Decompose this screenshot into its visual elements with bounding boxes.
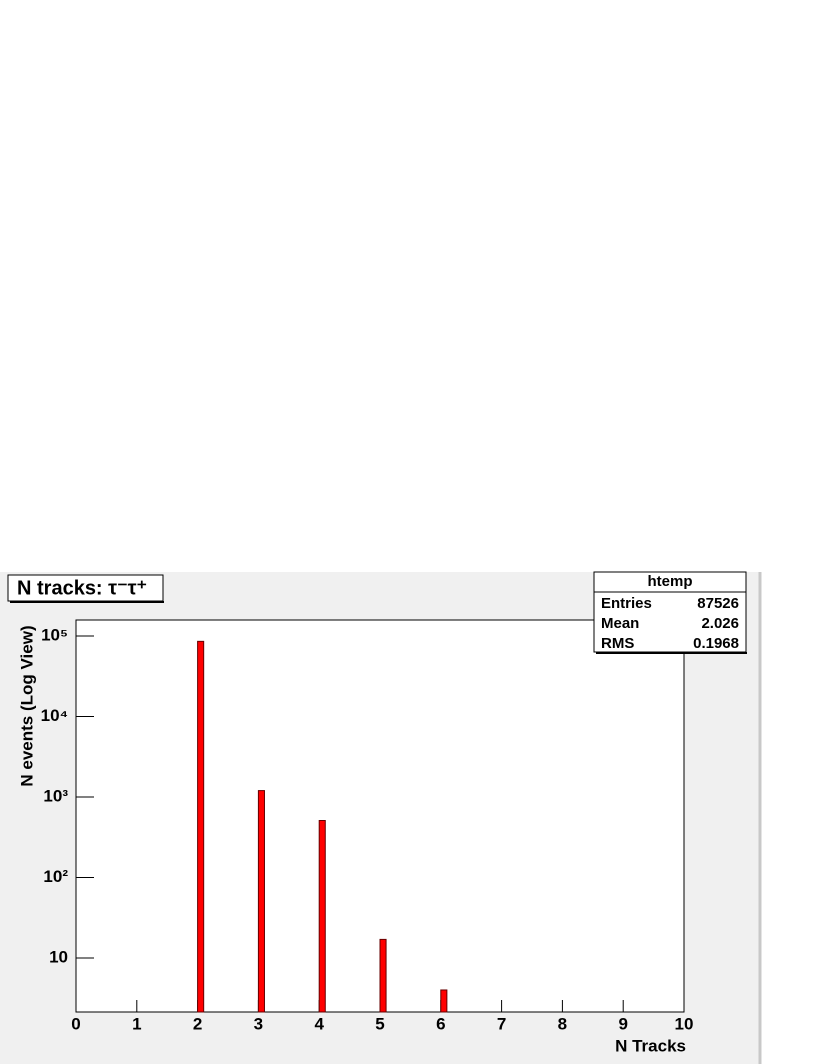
y-tick-label: 10² bbox=[43, 867, 68, 886]
stats-title: htemp bbox=[648, 573, 693, 590]
x-tick-label: 7 bbox=[497, 1014, 506, 1033]
stats-label: Entries bbox=[601, 595, 652, 612]
stats-box bbox=[593, 571, 747, 653]
x-tick-label: 0 bbox=[71, 1014, 80, 1033]
stats-value: 0.1968 bbox=[693, 635, 739, 652]
bar bbox=[379, 938, 387, 1013]
bar bbox=[440, 989, 448, 1013]
x-tick-label: 1 bbox=[132, 1014, 141, 1033]
bar bbox=[197, 640, 205, 1013]
x-tick-label: 5 bbox=[375, 1014, 384, 1033]
x-tick-label: 2 bbox=[193, 1014, 202, 1033]
chart-title: N tracks: τ⁻τ⁺ bbox=[17, 577, 147, 599]
bar bbox=[257, 790, 265, 1013]
y-tick-label: 10³ bbox=[43, 786, 68, 805]
x-tick-label: 9 bbox=[618, 1014, 627, 1033]
x-tick-label: 8 bbox=[558, 1014, 567, 1033]
x-tick-label: 3 bbox=[254, 1014, 263, 1033]
bar bbox=[318, 820, 326, 1013]
x-tick-label: 6 bbox=[436, 1014, 445, 1033]
x-tick-label: 10 bbox=[675, 1014, 694, 1033]
y-tick-label: 10⁵ bbox=[41, 625, 68, 644]
stats-label: RMS bbox=[601, 635, 634, 652]
y-tick-label: 10⁴ bbox=[41, 706, 68, 725]
x-axis-label: N Tracks bbox=[615, 1036, 686, 1055]
stats-label: Mean bbox=[601, 615, 639, 632]
y-axis-label: N events (Log View) bbox=[17, 625, 36, 786]
stats-value: 87526 bbox=[697, 595, 739, 612]
y-tick-label: 10 bbox=[49, 947, 68, 966]
stats-value: 2.026 bbox=[701, 615, 739, 632]
x-tick-label: 4 bbox=[314, 1014, 324, 1033]
